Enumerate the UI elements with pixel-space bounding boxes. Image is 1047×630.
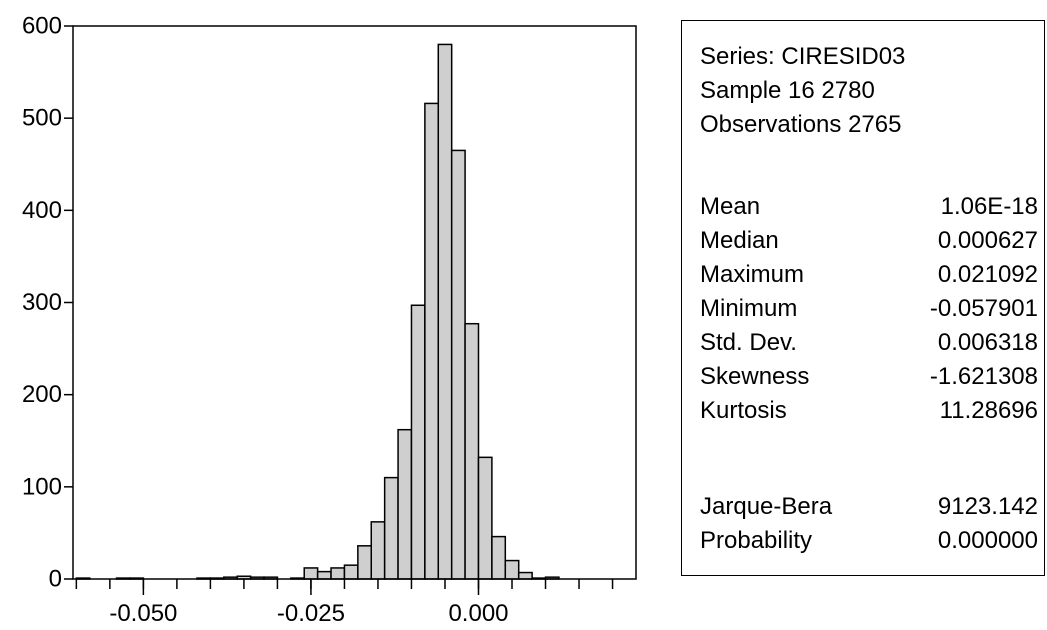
y-tick-label: 300 — [22, 289, 62, 316]
observations-count: Observations 2765 — [700, 111, 902, 138]
stat-value: -1.621308 — [929, 363, 1038, 390]
histogram-bar — [504, 559, 520, 580]
stat-value: 1.06E-18 — [940, 193, 1038, 220]
histogram-bar — [330, 567, 346, 580]
histogram-bars — [75, 43, 560, 580]
histogram-bar — [303, 567, 319, 580]
x-tick-label: 0.000 — [448, 600, 508, 627]
stat-row: Maximum 0.021092 — [700, 261, 1038, 295]
y-tick-label: 200 — [22, 381, 62, 408]
sample-range: Sample 16 2780 — [700, 77, 875, 104]
stat-label: Jarque-Bera — [700, 493, 833, 520]
histogram-bar — [316, 570, 332, 580]
histogram-bar — [437, 43, 453, 580]
histogram-bar — [424, 102, 440, 580]
series-name: Series: CIRESID03 — [700, 43, 906, 70]
stat-row: Skewness -1.621308 — [700, 363, 1038, 397]
y-tick-label: 600 — [22, 13, 62, 40]
histogram-bar — [491, 535, 507, 580]
histogram-chart: 0 100 200 300 400 500 600 -0.050 -0.025 0.000 — [22, 13, 637, 627]
stat-label: Kurtosis — [700, 397, 787, 424]
stat-value: -0.057901 — [929, 295, 1038, 322]
histogram-bar — [464, 322, 480, 580]
stat-value: 0.006318 — [937, 329, 1038, 356]
stat-value: 9123.142 — [937, 493, 1038, 520]
y-tick-label: 0 — [49, 566, 62, 593]
y-tick-label: 400 — [22, 197, 62, 224]
stat-label: Std. Dev. — [700, 329, 797, 356]
y-tick-label: 500 — [22, 105, 62, 132]
histogram-bar — [477, 456, 493, 580]
stat-label: Mean — [700, 193, 761, 220]
stat-row: Minimum -0.057901 — [700, 295, 1038, 329]
stat-value: 0.021092 — [937, 261, 1038, 288]
x-tick-label: -0.050 — [109, 600, 177, 627]
histogram-bar — [383, 476, 399, 580]
histogram-bar — [343, 564, 359, 580]
descriptive-stats-panel: Series: CIRESID03 Sample 16 2780 Observa… — [681, 20, 1045, 576]
stat-row: Mean 1.06E-18 — [700, 193, 1038, 227]
x-tick-label: -0.025 — [277, 600, 345, 627]
stat-row: Probability 0.000000 — [700, 527, 1038, 561]
histogram-bar — [410, 304, 426, 580]
stat-label: Median — [700, 227, 779, 254]
stat-value: 0.000627 — [937, 227, 1038, 254]
stat-row: Kurtosis 11.28696 — [700, 397, 1038, 431]
stat-row: Jarque-Bera 9123.142 — [700, 493, 1038, 527]
x-axis: -0.050 -0.025 0.000 — [75, 579, 614, 627]
histogram-bar — [357, 545, 373, 580]
stat-label: Probability — [700, 527, 813, 554]
stat-label: Skewness — [700, 363, 810, 390]
histogram-bar — [450, 149, 466, 580]
histogram-bar — [397, 428, 413, 580]
stat-row: Std. Dev. 0.006318 — [700, 329, 1038, 363]
stat-row: Median 0.000627 — [700, 227, 1038, 261]
plot-frame — [72, 25, 637, 580]
y-tick-label: 100 — [22, 473, 62, 500]
histogram-bar — [370, 521, 386, 580]
y-axis: 0 100 200 300 400 500 600 — [22, 13, 73, 593]
histogram-bar — [517, 571, 533, 580]
stat-label: Minimum — [700, 295, 798, 322]
stat-value: 0.000000 — [937, 527, 1038, 554]
stat-label: Maximum — [700, 261, 805, 288]
stat-value: 11.28696 — [939, 397, 1038, 424]
